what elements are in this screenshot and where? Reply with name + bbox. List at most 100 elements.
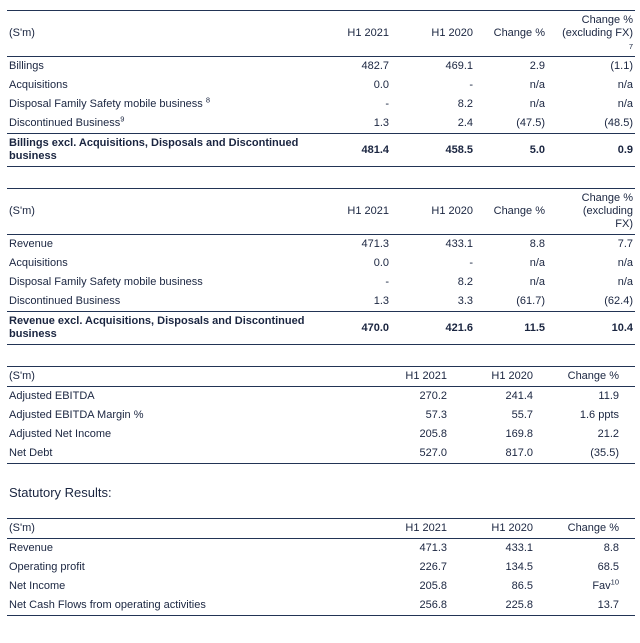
footnote-ref: 10	[610, 577, 619, 587]
table-row: Revenue excl. Acquisitions, Disposals an…	[7, 311, 635, 345]
header-row: (S'm) H1 2021 H1 2020 Change %	[7, 518, 635, 539]
revenue-table: (S'm) H1 2021 H1 2020 Change % Change % (excl…	[7, 188, 635, 345]
row-label: Adjusted EBITDA Margin %	[9, 409, 144, 421]
cell-value: 8.2	[457, 98, 473, 110]
cell-value: 10.4	[547, 311, 635, 345]
column-header: (S'm)	[7, 188, 309, 235]
cell-value: 226.7	[419, 561, 447, 573]
cell-value: 8.2	[457, 276, 473, 288]
cell-value: 817.0	[449, 444, 535, 464]
cell-value: (61.7)	[516, 295, 545, 307]
cell-value: -	[469, 257, 473, 269]
cell-value: 11.9	[598, 390, 619, 402]
column-header: H1 2020	[391, 188, 475, 235]
column-header: Change % (excluding FX) 7	[547, 10, 635, 57]
cell-value: 68.5	[597, 561, 619, 573]
cell-value: 2.9	[529, 60, 545, 72]
cell-value: n/a	[529, 257, 545, 269]
cell-value: n/a	[529, 276, 545, 288]
cell-value: 458.5	[391, 133, 475, 167]
cell-value: 241.4	[505, 390, 533, 402]
cell-value: 169.8	[505, 428, 533, 440]
table-row: Adjusted EBITDA Margin % 57.3 55.7 1.6 ppts	[7, 406, 635, 425]
cell-value: (1.1)	[610, 60, 633, 72]
cell-value: (47.5)	[516, 117, 545, 129]
table-row: Net Cash Flows from operating activities…	[7, 596, 635, 616]
cell-value: n/a	[617, 98, 633, 110]
cell-value: 1.6 ppts	[579, 409, 619, 421]
cell-value: n/a	[617, 79, 633, 91]
column-header: Change % (excluding FX)	[547, 188, 635, 235]
cell-value: 13.7	[535, 596, 635, 616]
cell-value: -	[385, 276, 389, 288]
cell-value: -	[385, 98, 389, 110]
row-label: Discontinued Business	[9, 295, 121, 307]
row-label: Acquisitions	[9, 257, 68, 269]
table-row: Revenue 471.3 433.1 8.8	[7, 539, 635, 559]
table-row: Billings 482.7 469.1 2.9 (1.1)	[7, 57, 635, 77]
column-header: Change %	[535, 366, 635, 387]
cell-value: (35.5)	[535, 444, 635, 464]
column-header: H1 2021	[337, 366, 449, 387]
header-row: (S'm) H1 2021 H1 2020 Change % Change % (excl…	[7, 188, 635, 235]
column-header: H1 2020	[449, 518, 535, 539]
cell-value: 0.0	[373, 79, 389, 91]
cell-value: 0.9	[547, 133, 635, 167]
table-row: Acquisitions 0.0 - n/a n/a	[7, 254, 635, 273]
column-header: (S'm)	[7, 518, 337, 539]
row-label: Billings	[9, 60, 44, 72]
cell-value: 469.1	[445, 60, 473, 72]
cell-value: 1.3	[373, 117, 389, 129]
row-label: Acquisitions	[9, 79, 68, 91]
cell-value: 421.6	[391, 311, 475, 345]
cell-value: 134.5	[505, 561, 533, 573]
cell-value: 7.7	[617, 238, 633, 250]
cell-value: 205.8	[419, 428, 447, 440]
cell-value: 471.3	[361, 238, 389, 250]
cell-value: 57.3	[425, 409, 447, 421]
footnote-ref: 7	[628, 42, 633, 51]
column-header: Change %	[535, 518, 635, 539]
row-label: Revenue	[9, 542, 54, 554]
statutory-results-table: (S'm) H1 2021 H1 2020 Change % Revenue 471.3 4…	[7, 518, 635, 616]
column-header: Change %	[475, 10, 547, 57]
column-header: (S'm)	[7, 10, 309, 57]
column-header: H1 2020	[391, 10, 475, 57]
cell-value: Fav10	[592, 577, 619, 592]
row-label: Revenue	[9, 238, 54, 250]
cell-value: 8.8	[529, 238, 545, 250]
cell-value: 482.7	[361, 60, 389, 72]
row-label: Adjusted EBITDA	[9, 390, 95, 402]
table-row: Discontinued Business 1.3 3.3 (61.7) (62.4)	[7, 292, 635, 312]
table-row: Disposal Family Safety mobile business 8…	[7, 95, 635, 114]
table-row: Billings excl. Acquisitions, Disposals a…	[7, 133, 635, 167]
cell-value: 270.2	[419, 390, 447, 402]
revenue-table-container: (S'm) H1 2021 H1 2020 Change % Change % (excl…	[7, 188, 635, 345]
column-header: Change %	[475, 188, 547, 235]
cell-value: 433.1	[505, 542, 533, 554]
table-row: Net Income 205.8 86.5 Fav10	[7, 577, 635, 596]
column-header: H1 2021	[337, 518, 449, 539]
cell-value: 86.5	[511, 580, 533, 592]
row-label: Operating profit	[9, 561, 85, 573]
billings-table: (S'm) H1 2021 H1 2020 Change % Change % (excl…	[7, 10, 635, 167]
statutory-results-table-container: (S'm) H1 2021 H1 2020 Change % Revenue 471.3 4…	[7, 518, 635, 616]
cell-value: (48.5)	[604, 117, 633, 129]
cell-value: n/a	[529, 79, 545, 91]
cell-value: n/a	[617, 276, 633, 288]
footnote-ref: 9	[120, 114, 125, 124]
cell-value: 2.4	[457, 117, 473, 129]
footnote-ref: 8	[205, 95, 211, 105]
cell-value: 481.4	[309, 133, 391, 167]
table-row: Adjusted EBITDA 270.2 241.4 11.9	[7, 387, 635, 407]
row-label: Net Cash Flows from operating activities	[7, 596, 337, 616]
cell-value: 21.2	[597, 428, 619, 440]
header-row: (S'm) H1 2021 H1 2020 Change % Change % (excl…	[7, 10, 635, 57]
row-label: Discontinued Business9	[9, 114, 125, 129]
cell-value: 11.5	[475, 311, 547, 345]
cell-value: 205.8	[419, 580, 447, 592]
table-row: Discontinued Business9 1.3 2.4 (47.5) (48.5)	[7, 114, 635, 134]
table-row: Disposal Family Safety mobile business - 8…	[7, 273, 635, 292]
table-row: Acquisitions 0.0 - n/a n/a	[7, 76, 635, 95]
